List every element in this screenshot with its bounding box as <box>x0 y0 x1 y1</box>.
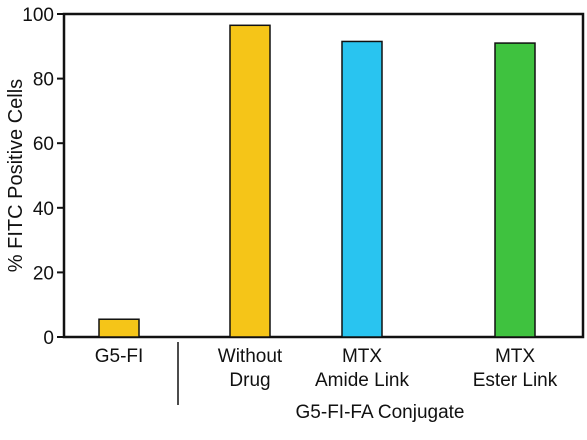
x-axis-labels: G5-FI Without Drug MTX Amide Link MTX Ester Li… <box>95 346 558 391</box>
bars <box>98 24 536 338</box>
y-tick-label: 0 <box>43 328 54 349</box>
x-category-label: G5-FI <box>95 346 144 367</box>
bar <box>494 42 536 338</box>
x-category-label: Ester Link <box>473 370 558 391</box>
bar <box>98 318 140 338</box>
y-tick-label: 20 <box>33 263 54 284</box>
x-category-label: Without <box>218 346 283 367</box>
x-category-label: MTX <box>342 346 382 367</box>
y-tick-label: 40 <box>33 199 54 220</box>
y-tick-label: 100 <box>22 5 54 26</box>
bar <box>229 24 271 338</box>
y-axis: 0 20 40 60 80 100 <box>22 5 64 349</box>
x-category-label: Drug <box>229 370 270 391</box>
group-label: G5-FI-FA Conjugate <box>296 402 465 423</box>
bar <box>341 40 383 338</box>
x-category-label: MTX <box>495 346 535 367</box>
x-category-label: Amide Link <box>315 370 409 391</box>
plot-area <box>62 12 585 339</box>
plot-frame <box>62 12 585 339</box>
y-tick-label: 80 <box>33 70 54 91</box>
y-axis-title: % FITC Positive Cells <box>5 79 27 272</box>
y-tick-label: 60 <box>33 134 54 155</box>
